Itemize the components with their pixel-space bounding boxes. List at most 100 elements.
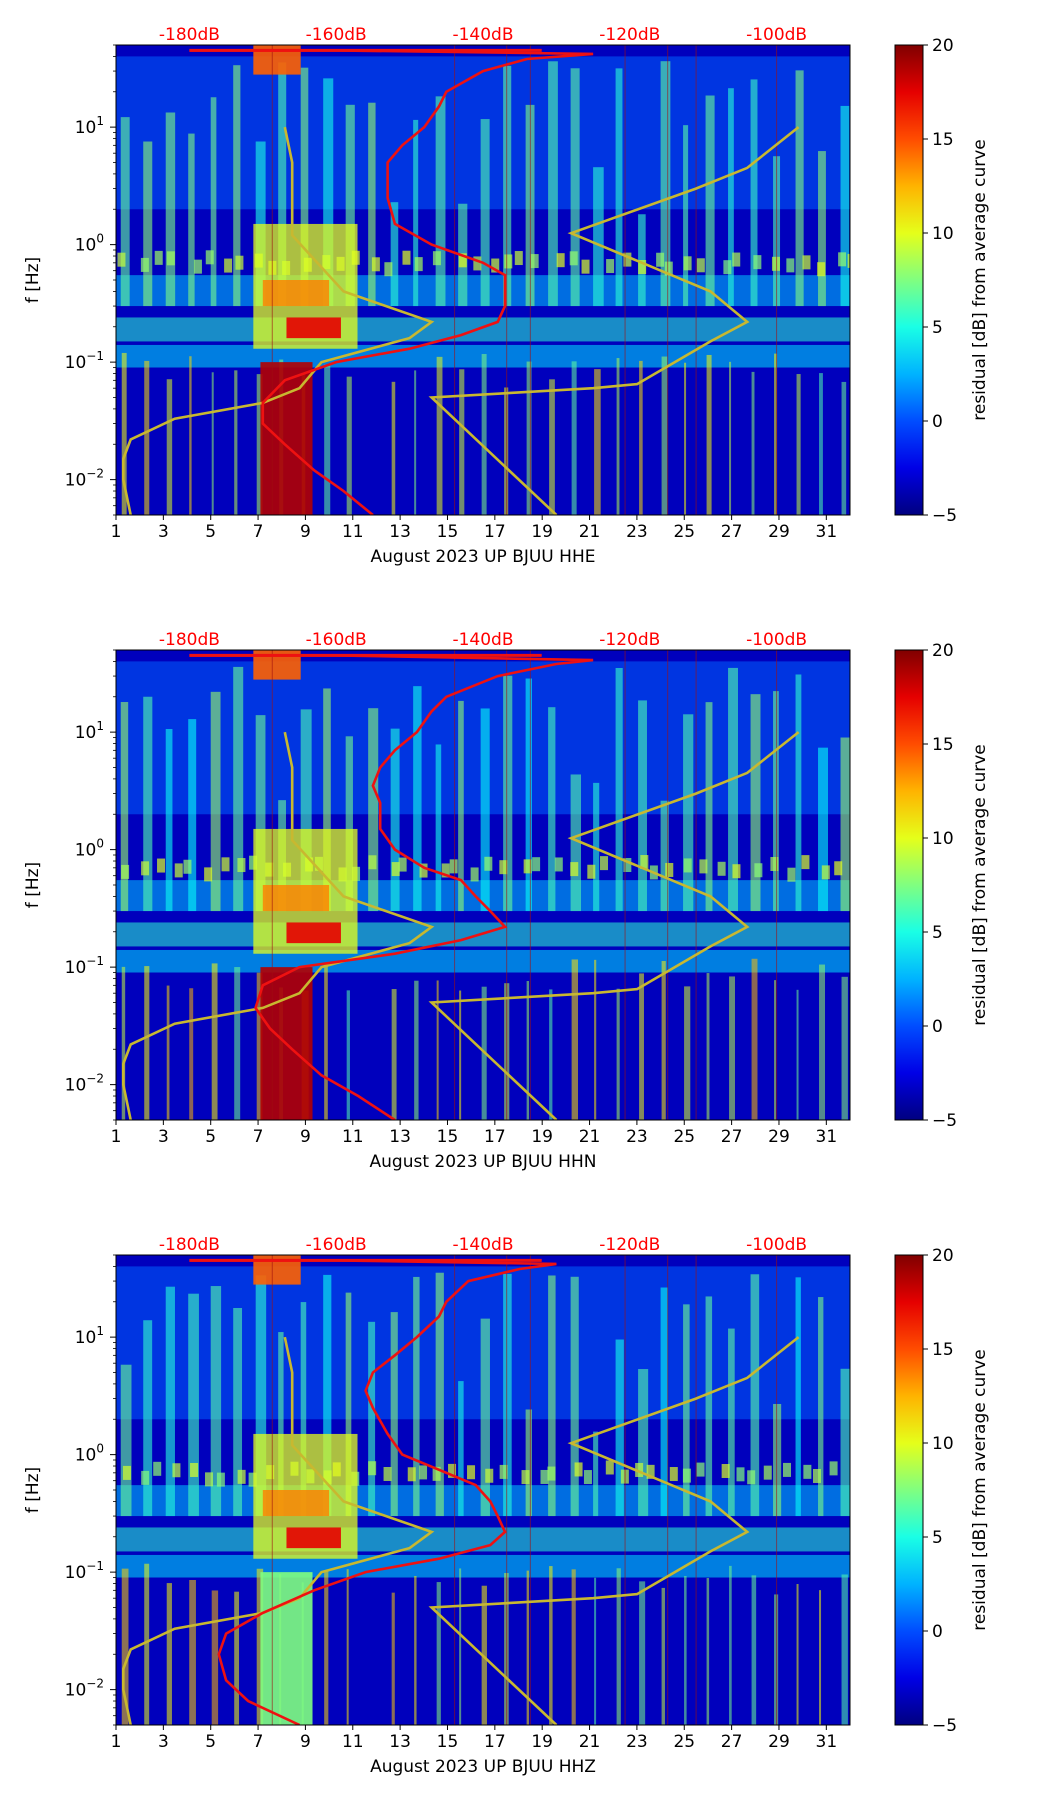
microseism-blob	[141, 861, 150, 876]
y-tick-exponent: 1	[96, 1324, 104, 1338]
y-tick-base: 10	[75, 118, 97, 138]
low-freq-stripe	[166, 985, 170, 1120]
microseism-blob	[205, 250, 214, 265]
x-tick-label: 1	[111, 522, 122, 542]
db-scale-label: -140dB	[452, 1235, 513, 1255]
microseism-blob	[485, 1468, 494, 1483]
event-band-upper	[262, 885, 330, 912]
microseism-blob	[638, 260, 647, 275]
daily-stripe	[705, 1296, 713, 1517]
low-freq-stripe	[684, 362, 687, 515]
low-freq-stripe	[729, 361, 732, 515]
event-band-lower	[286, 1527, 341, 1549]
microseism-blob	[371, 257, 380, 272]
microseism-blob	[122, 1465, 131, 1480]
low-freq-stripe	[234, 1591, 240, 1725]
low-freq-stripe	[819, 964, 826, 1120]
y-axis-label: f [Hz]	[23, 862, 43, 908]
microseism-blob	[190, 1462, 199, 1477]
microseism-blob	[717, 861, 726, 876]
daily-stripe	[188, 133, 195, 307]
low-freq-stripe	[391, 381, 396, 515]
low-freq-stripe	[234, 370, 238, 515]
y-tick-base: 10	[65, 353, 87, 373]
y-tick-base: 10	[75, 236, 97, 256]
db-scale-label: -160dB	[306, 630, 367, 650]
daily-stripe	[278, 1332, 284, 1517]
daily-stripe	[368, 1321, 376, 1517]
daily-stripe	[345, 104, 355, 307]
daily-stripe	[435, 96, 446, 307]
x-tick-label: 23	[626, 522, 648, 542]
y-tick-exponent: −2	[86, 467, 104, 481]
microseism-blob	[449, 859, 458, 874]
daily-stripe	[840, 1368, 850, 1517]
microseism-blob	[467, 1465, 476, 1480]
y-tick-label: 100	[75, 1442, 104, 1466]
low-freq-stripe	[256, 1568, 264, 1725]
low-freq-stripe	[211, 372, 214, 515]
colorbar-tick-label: 10	[932, 224, 954, 244]
colorbar-tick-label: 5	[932, 1528, 943, 1548]
daily-stripe	[413, 686, 422, 912]
low-freq-stripe	[594, 959, 597, 1120]
y-tick-label: 101	[75, 114, 104, 138]
daily-stripe	[773, 691, 779, 912]
y-tick-base: 10	[65, 958, 87, 978]
low-freq-stripe	[594, 369, 601, 515]
y-axis-label: f [Hz]	[23, 257, 43, 303]
microseism-blob	[204, 867, 213, 882]
x-tick-label: 7	[253, 1732, 264, 1752]
microseism-blob	[172, 1463, 181, 1478]
x-tick-label: 21	[579, 1127, 601, 1147]
low-freq-stripe	[549, 989, 553, 1120]
microseism-blob	[605, 1460, 614, 1475]
x-tick-label: 17	[484, 1732, 506, 1752]
x-tick-label: 13	[389, 1732, 411, 1752]
microseism-blob	[857, 856, 865, 870]
low-freq-stripe	[234, 967, 241, 1120]
microseism-blob	[368, 855, 377, 870]
low-freq-stripe	[391, 1592, 395, 1725]
daily-stripe	[683, 1304, 690, 1517]
db-scale-label: -120dB	[599, 1235, 660, 1255]
daily-stripe	[413, 119, 419, 307]
x-tick-label: 29	[768, 1127, 790, 1147]
microseism-blob	[224, 258, 233, 273]
x-tick-label: 25	[673, 522, 695, 542]
y-tick-base: 10	[65, 471, 87, 491]
microseism-blob	[723, 260, 732, 275]
x-tick-label: 15	[437, 1732, 459, 1752]
heatmap-image	[116, 650, 865, 1120]
daily-stripe	[345, 736, 353, 912]
microseism-blob	[753, 255, 762, 270]
y-tick-label: 10−1	[65, 1559, 104, 1583]
colorbar-tick-label: 10	[932, 1434, 954, 1454]
microseism-blob	[802, 255, 811, 270]
x-tick-label: 23	[626, 1732, 648, 1752]
microseism-blob	[732, 864, 741, 879]
low-freq-stripe	[796, 1584, 799, 1725]
microseism-blob	[834, 861, 843, 876]
microseism-blob	[829, 1461, 838, 1476]
daily-stripe	[773, 1403, 782, 1517]
daily-stripe	[390, 1312, 398, 1517]
colorbar-tick-label: 20	[932, 36, 954, 56]
low-freq-stripe	[459, 990, 462, 1120]
colorbar-tick-label: 5	[932, 318, 943, 338]
daily-stripe	[548, 1275, 556, 1517]
daily-stripe	[795, 674, 802, 912]
event-band-lower	[286, 317, 341, 339]
low-freq-stripe	[639, 1581, 646, 1725]
y-tick-label: 100	[75, 232, 104, 256]
daily-stripe	[233, 65, 241, 307]
low-freq-stripe	[796, 989, 799, 1120]
x-tick-label: 1	[111, 1127, 122, 1147]
microseism-blob	[656, 252, 665, 267]
microseism-blob	[683, 858, 692, 873]
microseism-blob	[817, 262, 826, 277]
